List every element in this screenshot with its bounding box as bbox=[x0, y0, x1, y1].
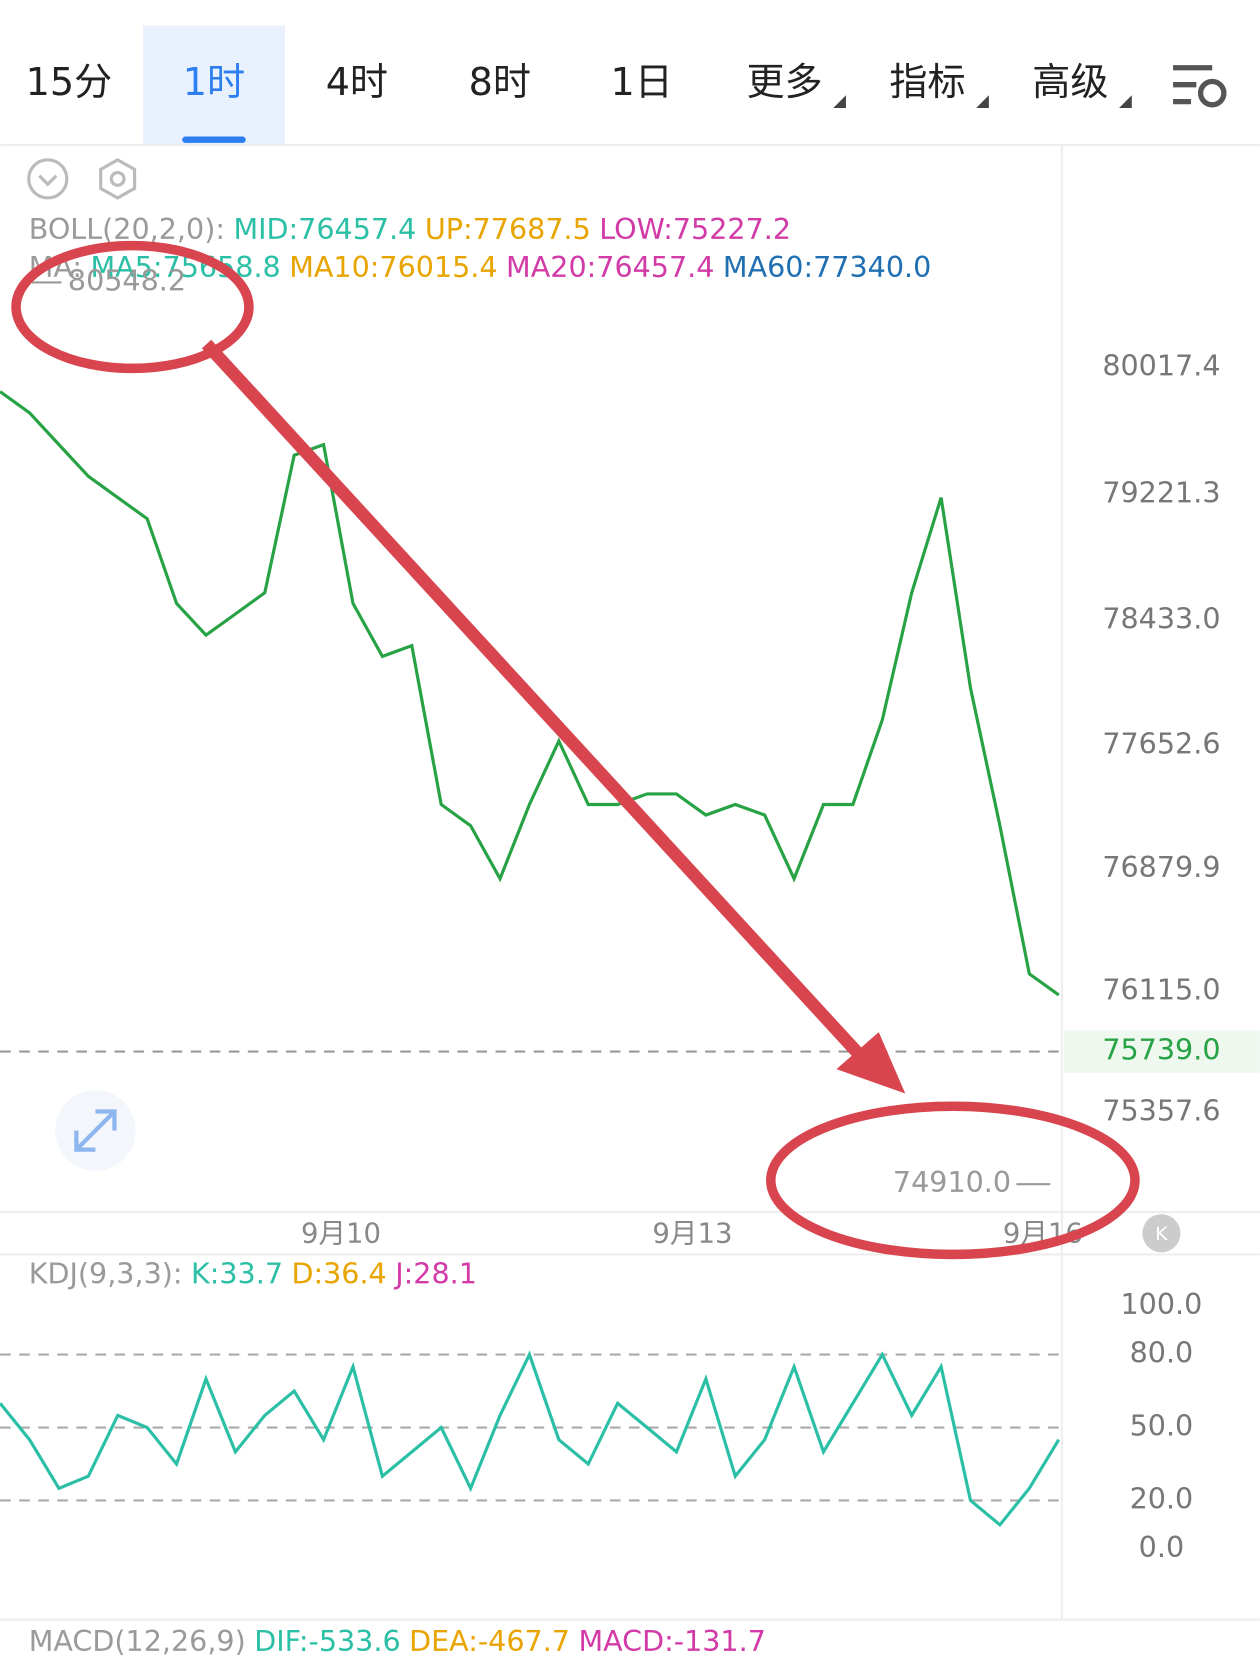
y-tick-label: 80017.4 bbox=[1102, 348, 1220, 382]
y-tick-label: 76879.9 bbox=[1102, 850, 1220, 884]
tab[interactable]: 4时 bbox=[326, 60, 388, 104]
tab[interactable]: 更多 bbox=[746, 60, 822, 104]
dropdown-caret bbox=[1119, 95, 1132, 108]
tab[interactable]: 高级 bbox=[1032, 60, 1108, 104]
tab-bar: 15分 1时 4时 8时 1日 更多 指标 高级 bbox=[26, 60, 1132, 108]
y-tick-label: 79221.3 bbox=[1102, 476, 1220, 510]
selected-tab-indicator bbox=[182, 136, 246, 143]
tab[interactable]: 1时 bbox=[183, 60, 245, 104]
series-line bbox=[0, 1350, 1061, 1528]
expand-icon bbox=[74, 1109, 117, 1152]
y-tick-label: 50.0 bbox=[1130, 1409, 1194, 1443]
indicator-value: J:28.1 bbox=[393, 1257, 477, 1291]
indicator-value: UP:77687.5 bbox=[425, 212, 591, 246]
indicator-row: MA: MA5:75658.8 MA10:76015.4 MA20:76457.4 MA… bbox=[29, 250, 932, 284]
tab[interactable]: 指标 bbox=[889, 60, 965, 104]
indicator-value: MACD:-131.7 bbox=[578, 1624, 765, 1658]
tab[interactable]: 15分 bbox=[26, 60, 113, 104]
collapse-icon-arrow bbox=[38, 174, 58, 187]
indicator-value: MACD(12,26,9) bbox=[29, 1624, 246, 1658]
last-price-label: 75739.0 bbox=[1102, 1033, 1220, 1067]
tab[interactable]: 8时 bbox=[469, 60, 531, 104]
indicator-value: D:36.4 bbox=[291, 1257, 386, 1291]
annotation-arrowhead bbox=[836, 1032, 906, 1094]
series-line bbox=[0, 390, 1060, 997]
dropdown-caret bbox=[833, 95, 846, 108]
y-tick-label: 77652.6 bbox=[1102, 727, 1220, 761]
y-tick-label: 75357.6 bbox=[1102, 1094, 1220, 1128]
settings-icon[interactable] bbox=[1173, 65, 1227, 108]
y-tick-label: 0.0 bbox=[1139, 1530, 1184, 1564]
scroll-end-icon: K bbox=[1155, 1223, 1168, 1245]
indicator-value: KDJ(9,3,3): bbox=[29, 1257, 183, 1291]
plot: BOLL(20,2,0): MID:76457.4 UP:77687.5 LOW:75… bbox=[0, 212, 1260, 1658]
tab[interactable]: 1日 bbox=[610, 60, 672, 104]
low-label: 74910.0 bbox=[893, 1165, 1011, 1199]
indicator-value: LOW:75227.2 bbox=[599, 212, 791, 246]
y-tick-label: 76115.0 bbox=[1102, 972, 1220, 1006]
indicator-value: MA10:76015.4 bbox=[289, 250, 497, 284]
indicator-value: DEA:-467.7 bbox=[409, 1624, 570, 1658]
x-tick-label: 9月10 bbox=[301, 1217, 381, 1249]
indicator-value: BOLL(20,2,0): bbox=[29, 212, 225, 246]
settings-hex-icon[interactable] bbox=[99, 158, 137, 200]
annotation bbox=[11, 240, 1140, 1260]
selected-tab-bg bbox=[143, 25, 285, 144]
indicator-value: MA20:76457.4 bbox=[506, 250, 714, 284]
indicator-value: MID:76457.4 bbox=[233, 212, 416, 246]
y-tick-label: 20.0 bbox=[1130, 1481, 1194, 1515]
last-price-bg bbox=[1064, 1030, 1260, 1073]
collapse-icon[interactable] bbox=[27, 158, 69, 200]
y-tick-label: 100.0 bbox=[1121, 1287, 1203, 1321]
indicator-row: BOLL(20,2,0): MID:76457.4 UP:77687.5 LOW:75… bbox=[29, 212, 791, 246]
indicator-value: MA60:77340.0 bbox=[723, 250, 931, 284]
indicator-value: DIF:-533.6 bbox=[254, 1624, 400, 1658]
scroll-end-button[interactable] bbox=[1142, 1214, 1181, 1253]
dropdown-caret bbox=[976, 95, 989, 108]
settings-hex-dot bbox=[109, 170, 126, 187]
indicator-row: MACD(12,26,9) DIF:-533.6 DEA:-467.7 MACD:-1… bbox=[29, 1624, 766, 1658]
indicator-row: KDJ(9,3,3): K:33.7 D:36.4 J:28.1 bbox=[29, 1257, 477, 1291]
x-tick-label: 9月13 bbox=[652, 1217, 732, 1249]
high-label: 80548.2 bbox=[68, 263, 186, 297]
indicator-value: K:33.7 bbox=[191, 1257, 283, 1291]
y-tick-label: 78433.0 bbox=[1102, 602, 1220, 636]
y-tick-label: 80.0 bbox=[1130, 1336, 1194, 1370]
